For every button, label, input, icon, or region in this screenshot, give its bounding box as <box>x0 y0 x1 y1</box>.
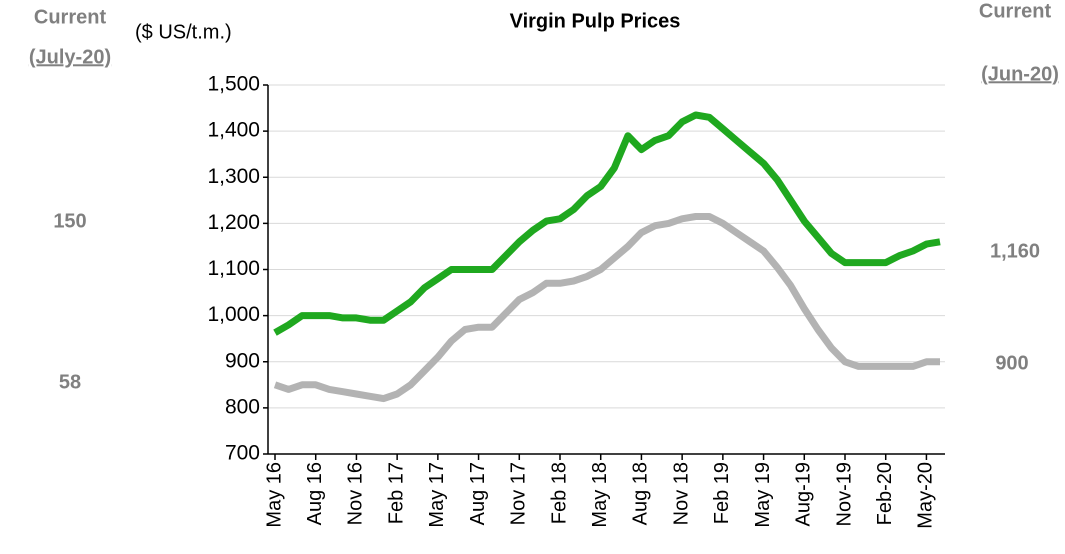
x-tick-label: Nov 16 <box>345 462 367 525</box>
x-tick-label: Feb 18 <box>548 462 570 524</box>
y-tick-label: 1,500 <box>207 73 260 96</box>
x-tick-label: Aug 17 <box>467 462 489 525</box>
left-period: (July-20) <box>29 46 111 68</box>
chart-title: Virgin Pulp Prices <box>510 10 681 32</box>
series-line <box>273 213 940 403</box>
x-tick-label: Aug 18 <box>630 462 652 525</box>
x-tick-label: Nov-19 <box>833 462 855 526</box>
x-tick-label: Feb 19 <box>711 462 733 524</box>
x-tick-label: May-20 <box>915 462 937 529</box>
unit-label: ($ US/t.m.) <box>135 21 232 43</box>
y-tick-label: 700 <box>225 442 260 465</box>
x-tick-label: Aug-19 <box>793 462 815 527</box>
x-tick-label: Feb 17 <box>385 462 407 524</box>
x-tick-label: Nov 18 <box>670 462 692 525</box>
x-tick-label: May 16 <box>263 462 285 528</box>
right-value: 1,160 <box>990 240 1040 262</box>
x-tick-label: May 18 <box>589 462 611 528</box>
left-value: 150 <box>53 210 86 232</box>
x-tick-label: May 17 <box>426 462 448 528</box>
series-line <box>273 111 941 336</box>
right-period: (Jun-20) <box>981 63 1059 85</box>
y-tick-label: 900 <box>225 349 260 372</box>
y-tick-label: 1,000 <box>207 303 260 326</box>
x-tick-label: Feb-20 <box>874 462 896 525</box>
right-value: 900 <box>995 352 1028 374</box>
x-tick-label: Nov 17 <box>508 462 530 525</box>
y-tick-label: 1,300 <box>207 165 260 188</box>
right-heading: Current <box>979 0 1052 22</box>
x-tick-label: Aug 16 <box>304 462 326 525</box>
left-heading: Current <box>34 6 107 28</box>
left-value: 58 <box>59 371 81 393</box>
y-tick-label: 800 <box>225 395 260 418</box>
y-tick-label: 1,400 <box>207 119 260 142</box>
y-tick-label: 1,100 <box>207 257 260 280</box>
y-tick-label: 1,200 <box>207 211 260 234</box>
x-tick-label: May 19 <box>752 462 774 528</box>
